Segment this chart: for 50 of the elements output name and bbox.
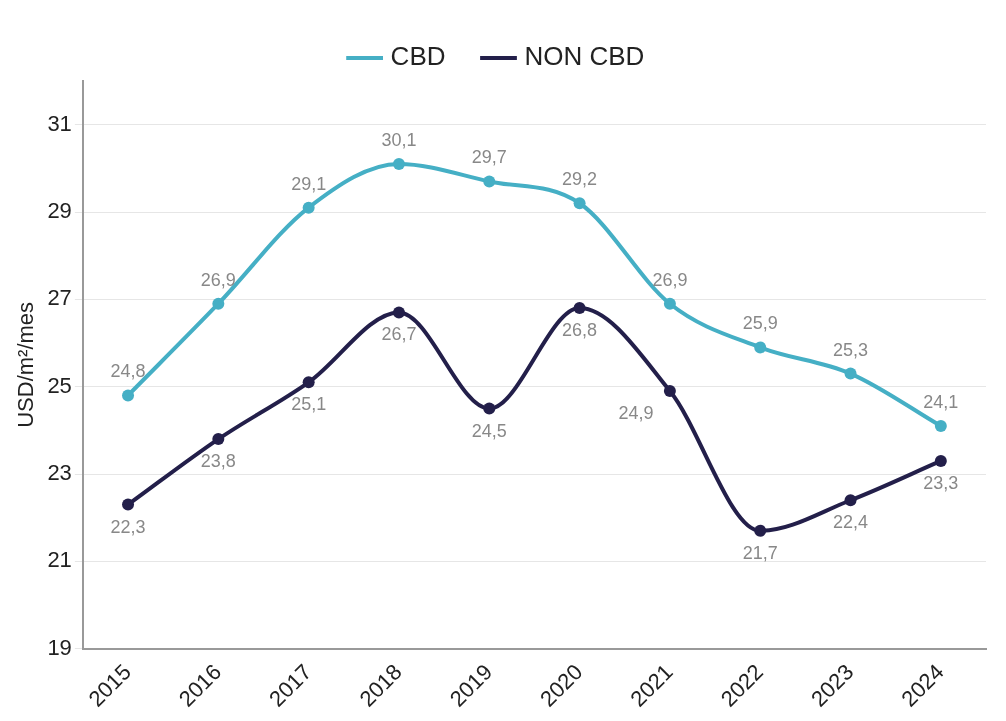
data-label: 24,8 xyxy=(110,361,146,382)
point xyxy=(122,389,135,402)
point xyxy=(212,433,225,446)
point xyxy=(392,157,405,170)
point xyxy=(122,498,135,511)
data-label: 23,3 xyxy=(923,472,959,493)
data-label: 25,1 xyxy=(291,394,327,415)
data-label: 25,3 xyxy=(833,339,869,360)
y-tick-label: 19 xyxy=(47,634,72,660)
point xyxy=(663,297,676,310)
data-label: 24,5 xyxy=(471,420,507,441)
point xyxy=(212,297,225,310)
point xyxy=(573,197,586,210)
y-tick-label: 29 xyxy=(47,198,72,224)
y-tick-label: 27 xyxy=(47,285,72,311)
y-tick-label: 25 xyxy=(47,372,72,398)
point xyxy=(663,385,676,398)
data-label: 29,2 xyxy=(562,169,598,190)
y-tick-label: 21 xyxy=(47,547,72,573)
y-tick-label: 23 xyxy=(47,460,72,486)
legend-label: NON CBD xyxy=(524,41,645,72)
y-axis-title: USD/m²/mes xyxy=(13,301,39,428)
data-label: 21,7 xyxy=(742,542,778,563)
data-label: 30,1 xyxy=(381,129,417,150)
data-label: 29,1 xyxy=(291,173,327,194)
point xyxy=(573,302,586,315)
point xyxy=(302,376,315,389)
data-label: 26,7 xyxy=(381,324,417,345)
point xyxy=(844,367,857,380)
data-label: 22,3 xyxy=(110,516,146,537)
data-label: 26,9 xyxy=(200,269,236,290)
data-label: 22,4 xyxy=(833,512,869,533)
point xyxy=(392,306,405,319)
data-label: 26,8 xyxy=(562,320,598,341)
y-tick-label: 31 xyxy=(47,110,72,136)
point xyxy=(934,420,947,432)
point xyxy=(483,402,496,415)
point xyxy=(754,341,767,354)
data-label: 23,8 xyxy=(200,451,236,472)
data-label: 26,9 xyxy=(652,269,688,290)
point xyxy=(934,454,947,467)
point xyxy=(754,524,767,537)
data-label: 24,9 xyxy=(618,403,654,424)
data-label: 25,9 xyxy=(742,313,778,334)
point xyxy=(844,494,857,507)
data-label: 24,1 xyxy=(923,391,959,412)
legend-label: CBD xyxy=(390,41,446,72)
point xyxy=(483,175,496,188)
data-label: 29,7 xyxy=(471,147,507,168)
point xyxy=(302,201,315,214)
